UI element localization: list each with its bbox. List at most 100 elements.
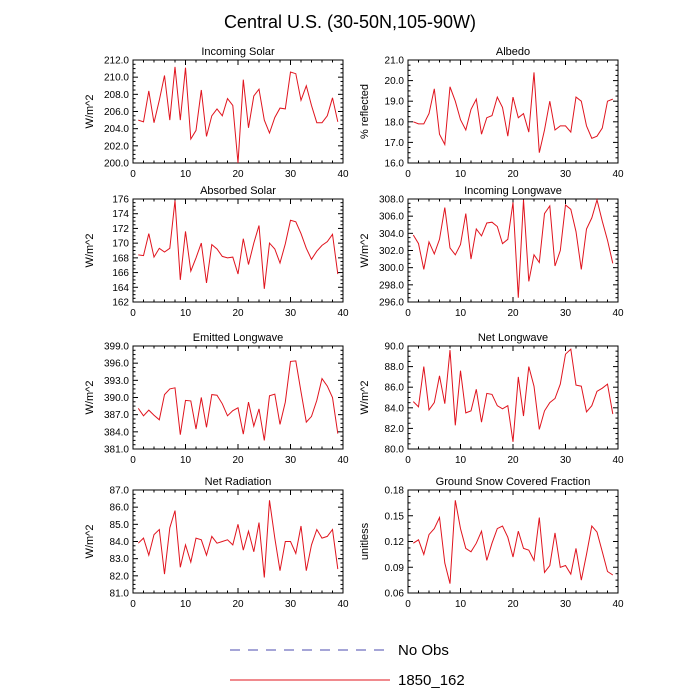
x-tick-label: 30 (560, 308, 572, 319)
y-tick-label: 176 (112, 195, 129, 206)
x-tick-label: 20 (507, 169, 519, 180)
x-tick-label: 20 (507, 455, 519, 466)
panel-title: Emitted Longwave (193, 332, 284, 344)
x-tick-label: 40 (612, 169, 624, 180)
y-tick-label: 90.0 (385, 342, 405, 353)
y-tick-label: 381.0 (104, 445, 129, 456)
plot-frame (407, 198, 619, 303)
x-tick-label: 30 (285, 599, 297, 610)
y-tick-label: 164 (112, 283, 129, 294)
x-tick-label: 40 (337, 169, 349, 180)
y-tick-label: 399.0 (104, 342, 129, 353)
x-tick-label: 10 (180, 169, 192, 180)
x-tick-label: 30 (560, 169, 572, 180)
x-tick-label: 0 (130, 455, 136, 466)
y-tick-label: 166 (112, 268, 129, 279)
panel-title: Albedo (496, 46, 530, 58)
y-tick-label: 210.0 (104, 73, 129, 84)
y-axis-label: W/m^2 (84, 525, 96, 559)
y-axis-label: W/m^2 (84, 234, 96, 268)
x-tick-label: 10 (180, 308, 192, 319)
y-tick-label: 390.0 (104, 393, 129, 404)
y-tick-label: 304.0 (379, 229, 404, 240)
y-axis-label: W/m^2 (84, 381, 96, 415)
y-tick-label: 204.0 (104, 124, 129, 135)
y-axis-label: W/m^2 (359, 234, 371, 268)
x-tick-label: 10 (455, 455, 467, 466)
x-tick-label: 0 (405, 169, 411, 180)
panel-title: Net Longwave (478, 332, 548, 344)
x-tick-label: 20 (507, 308, 519, 319)
x-tick-label: 20 (232, 308, 244, 319)
y-tick-label: 85.0 (110, 520, 130, 531)
y-axis-label: W/m^2 (84, 95, 96, 129)
y-tick-label: 308.0 (379, 195, 404, 206)
plot-frame (407, 345, 619, 450)
x-tick-label: 40 (612, 455, 624, 466)
panel-net-radiation: Net Radiation 0 10 20 30 40 81.0 82.0 83.0 84.0 85… (84, 476, 349, 610)
y-axis-label: unitless (359, 522, 371, 560)
y-tick-label: 208.0 (104, 90, 129, 101)
y-tick-label: 174 (112, 209, 129, 220)
legend-label-1850-162: 1850_162 (398, 672, 465, 689)
y-tick-label: 18.0 (385, 117, 405, 128)
y-tick-label: 83.0 (110, 554, 130, 565)
series-line-1850-162 (412, 197, 614, 298)
series-line-1850-162 (138, 200, 339, 289)
y-tick-label: 0.12 (385, 537, 405, 548)
panel-incoming-longwave: Incoming Longwave 0 10 20 30 40 296.0 298.0 300.… (359, 185, 624, 319)
panel-title: Incoming Longwave (464, 185, 562, 197)
x-tick-label: 10 (455, 169, 467, 180)
y-tick-label: 84.0 (385, 403, 405, 414)
y-tick-label: 170 (112, 239, 129, 250)
y-tick-label: 84.0 (110, 537, 130, 548)
x-tick-label: 0 (405, 455, 411, 466)
x-tick-label: 40 (337, 599, 349, 610)
series-line-1850-162 (137, 360, 339, 441)
x-tick-label: 40 (612, 308, 624, 319)
x-tick-label: 0 (130, 308, 136, 319)
series-line-1850-162 (137, 500, 339, 578)
y-tick-label: 20.0 (385, 76, 405, 87)
y-tick-label: 19.0 (385, 97, 405, 108)
panel-title: Absorbed Solar (200, 185, 276, 197)
x-tick-label: 10 (455, 308, 467, 319)
panels: Incoming Solar 0 10 20 30 40 200.0 202.0 204.0 20… (84, 46, 624, 610)
x-tick-label: 20 (232, 599, 244, 610)
plot-frame (132, 198, 344, 303)
panel-net-longwave: Net Longwave 0 10 20 30 40 80.0 82.0 84.0 86.0 88.… (359, 332, 624, 466)
panel-emitted-longwave: Emitted Longwave 0 10 20 30 40 381.0 384.0 387.0… (84, 332, 349, 466)
plot-frame (132, 489, 344, 594)
series-line-1850-162 (413, 500, 614, 584)
series-line-1850-162 (138, 66, 339, 164)
y-tick-label: 0.18 (385, 486, 405, 497)
figure-title: Central U.S. (30-50N,105-90W) (224, 12, 476, 32)
y-tick-label: 87.0 (110, 486, 130, 497)
x-tick-label: 10 (180, 599, 192, 610)
panel-albedo: Albedo 0 10 20 30 40 16.0 17.0 18.0 19.0 20.0 21.0%… (359, 46, 624, 180)
y-tick-label: 80.0 (385, 445, 405, 456)
x-tick-label: 30 (285, 455, 297, 466)
x-tick-label: 10 (180, 455, 192, 466)
y-tick-label: 162 (112, 298, 129, 309)
x-tick-label: 20 (232, 455, 244, 466)
y-tick-label: 21.0 (385, 56, 405, 67)
x-tick-label: 0 (405, 308, 411, 319)
x-tick-label: 30 (560, 455, 572, 466)
panel-ground-snow-covered-fraction: Ground Snow Covered Fraction 0 10 20 30 40 0.0… (359, 476, 624, 610)
y-tick-label: 0.09 (385, 563, 405, 574)
y-tick-label: 384.0 (104, 427, 129, 438)
panel-absorbed-solar: Absorbed Solar 0 10 20 30 40 162 164 166 168 170 17… (84, 185, 349, 319)
panel-title: Net Radiation (205, 476, 272, 488)
y-tick-label: 88.0 (385, 362, 405, 373)
y-tick-label: 296.0 (379, 298, 404, 309)
y-tick-label: 206.0 (104, 107, 129, 118)
plot-frame (407, 59, 619, 164)
panel-title: Ground Snow Covered Fraction (436, 476, 591, 488)
x-tick-label: 30 (285, 308, 297, 319)
y-tick-label: 212.0 (104, 56, 129, 67)
panel-title: Incoming Solar (201, 46, 275, 58)
y-tick-label: 306.0 (379, 212, 404, 223)
x-tick-label: 40 (612, 599, 624, 610)
